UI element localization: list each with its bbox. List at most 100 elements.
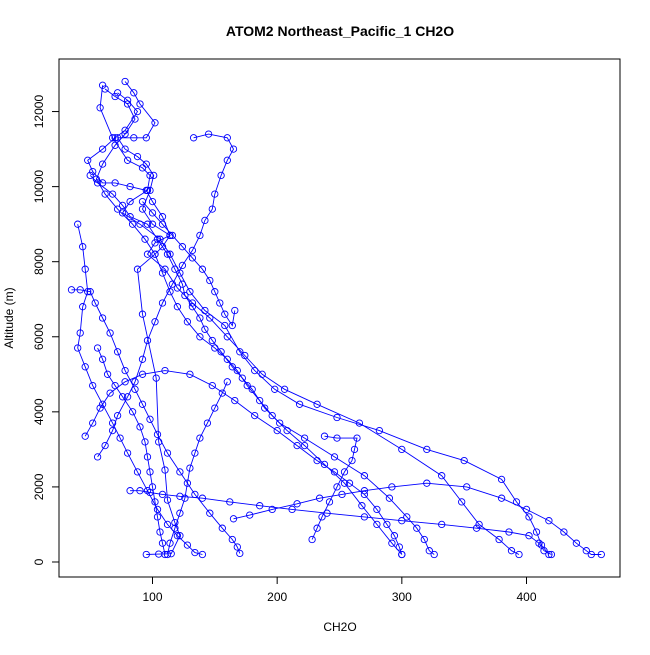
data-point: [186, 464, 194, 472]
data-point: [146, 415, 154, 423]
data-point: [355, 419, 364, 427]
data-point: [420, 535, 428, 544]
data-point: [360, 487, 369, 495]
data-point: [425, 547, 433, 555]
x-tick-label: 400: [516, 590, 536, 604]
data-point: [333, 483, 341, 491]
data-point: [158, 213, 167, 221]
data-point: [143, 336, 152, 345]
data-point: [136, 423, 144, 431]
data-point: [183, 479, 192, 487]
data-point: [535, 539, 543, 547]
series-line-10: [130, 490, 552, 555]
data-point: [198, 494, 207, 502]
data-point: [206, 276, 214, 285]
data-point: [143, 250, 152, 258]
data-point: [136, 100, 144, 108]
data-point: [188, 303, 197, 311]
data-point: [423, 479, 431, 487]
data-point: [161, 366, 169, 375]
data-point: [226, 498, 234, 506]
data-point: [86, 171, 94, 180]
data-point: [507, 547, 516, 555]
data-point: [203, 419, 212, 427]
y-tick-label: 8000: [32, 248, 46, 275]
data-point: [161, 550, 169, 559]
data-point: [318, 513, 326, 521]
data-point: [158, 299, 167, 307]
data-point: [113, 89, 122, 97]
data-point: [111, 179, 119, 187]
data-point: [79, 303, 87, 311]
data-point: [268, 505, 276, 514]
data-point: [163, 496, 172, 504]
data-point: [540, 547, 548, 555]
data-point: [186, 288, 194, 296]
data-point: [101, 441, 109, 450]
data-point: [96, 104, 104, 112]
data-point: [138, 400, 147, 408]
y-axis: 0 2000 4000 6000 8000 10000 12000: [32, 95, 60, 565]
data-point: [256, 502, 264, 510]
series-line-5: [95, 88, 403, 555]
data-point: [198, 550, 207, 559]
data-point: [133, 265, 142, 273]
data-point: [221, 321, 229, 330]
data-point: [300, 441, 309, 450]
data-point: [81, 432, 89, 440]
data-point: [106, 389, 114, 397]
data-point: [143, 220, 152, 228]
data-point: [273, 426, 281, 435]
data-point: [93, 344, 102, 352]
data-point: [216, 299, 224, 307]
data-point: [545, 517, 553, 525]
data-point: [525, 513, 533, 521]
data-point: [495, 535, 503, 544]
data-point: [128, 408, 137, 416]
data-point: [98, 81, 107, 89]
data-point: [148, 483, 157, 491]
x-axis: 100 200 300 400: [142, 576, 537, 604]
data-point: [330, 453, 339, 461]
data-point: [460, 456, 468, 465]
data-point: [166, 539, 174, 547]
data-point: [545, 550, 553, 559]
data-point: [76, 286, 84, 294]
data-point: [196, 434, 204, 442]
data-point: [118, 393, 127, 401]
data-point: [101, 190, 109, 198]
data-point: [258, 370, 266, 378]
data-point: [89, 381, 97, 390]
data-point: [146, 171, 154, 180]
data-point: [113, 411, 122, 420]
chart-title: ATOM2 Northeast_Pacific_1 CH2O: [226, 23, 454, 39]
data-point: [138, 197, 147, 206]
series-line-13: [167, 381, 228, 555]
data-point: [151, 119, 159, 127]
x-tick-label: 100: [142, 590, 162, 604]
data-point: [251, 366, 259, 375]
data-point: [153, 235, 162, 243]
data-point: [333, 413, 341, 422]
data-point: [178, 243, 187, 251]
data-point: [116, 434, 124, 442]
data-point: [333, 434, 341, 442]
x-tick-label: 200: [267, 590, 287, 604]
data-point: [168, 280, 177, 288]
data-point: [151, 239, 159, 247]
data-point: [176, 532, 184, 540]
data-point: [171, 524, 179, 532]
data-point: [128, 220, 137, 228]
data-point: [138, 370, 147, 378]
series-line-1: [116, 81, 181, 555]
data-point: [121, 130, 129, 138]
data-point: [360, 513, 369, 521]
data-point: [256, 396, 264, 405]
data-point: [313, 456, 321, 465]
data-point: [133, 152, 142, 161]
data-point: [111, 381, 119, 390]
data-point: [196, 333, 204, 341]
data-point: [350, 445, 359, 454]
data-point: [106, 329, 114, 337]
data-point: [158, 269, 167, 277]
